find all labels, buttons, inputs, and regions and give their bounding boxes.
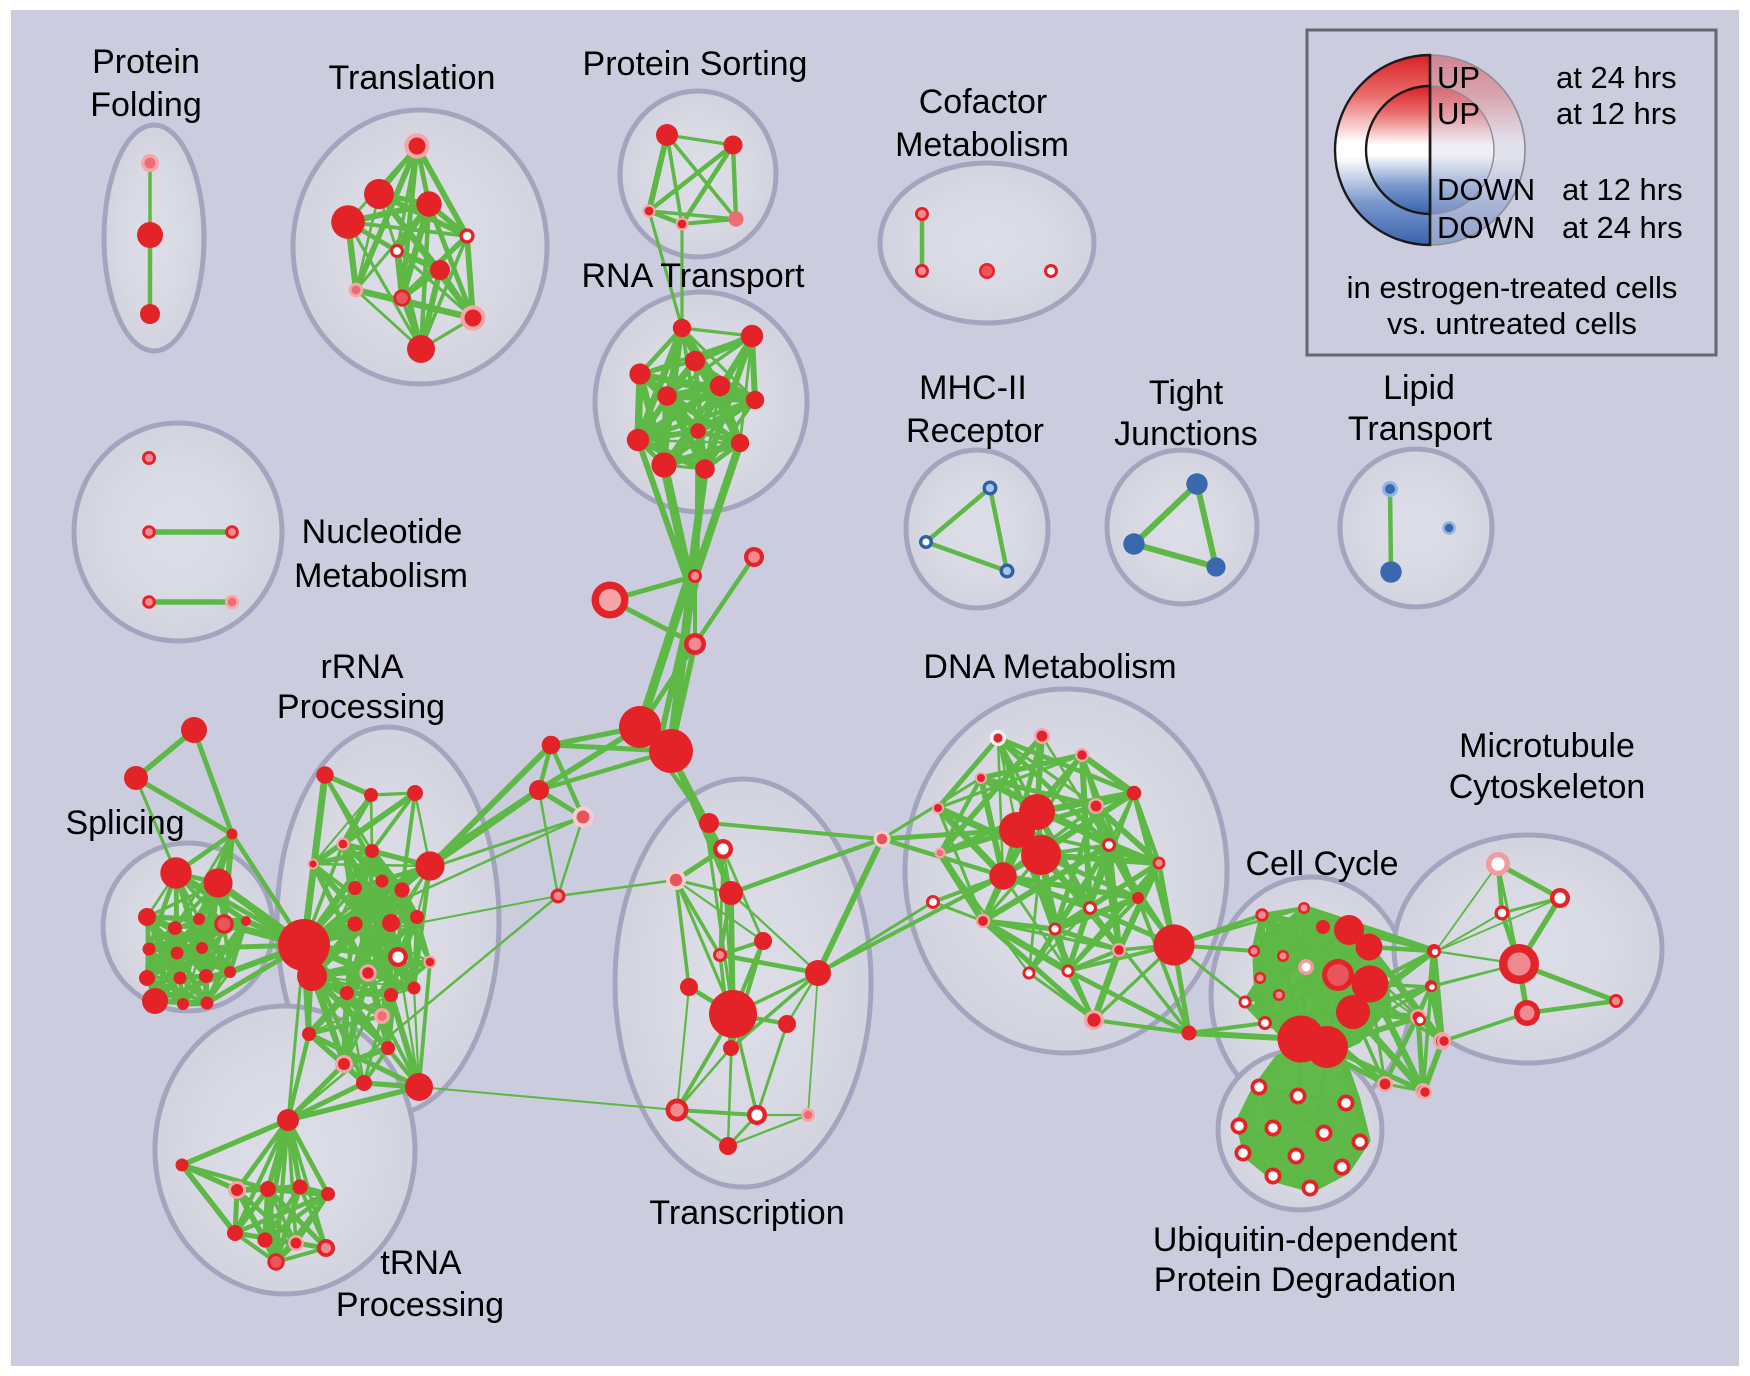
- svg-text:Processing: Processing: [277, 688, 445, 726]
- svg-text:Tight: Tight: [1149, 374, 1224, 412]
- svg-text:UP: UP: [1437, 60, 1480, 95]
- svg-text:vs. untreated cells: vs. untreated cells: [1387, 306, 1637, 341]
- svg-text:at 24 hrs: at 24 hrs: [1556, 60, 1677, 95]
- svg-text:DOWN: DOWN: [1437, 172, 1535, 207]
- svg-text:Metabolism: Metabolism: [895, 126, 1069, 164]
- svg-text:Splicing: Splicing: [65, 804, 184, 842]
- svg-text:Transport: Transport: [1348, 410, 1493, 448]
- svg-text:Cytoskeleton: Cytoskeleton: [1449, 768, 1646, 806]
- svg-text:DOWN: DOWN: [1437, 210, 1535, 245]
- svg-text:Protein Sorting: Protein Sorting: [583, 45, 808, 83]
- svg-text:at 12 hrs: at 12 hrs: [1562, 172, 1683, 207]
- svg-text:Processing: Processing: [336, 1286, 504, 1324]
- svg-text:Microtubule: Microtubule: [1459, 727, 1635, 765]
- svg-text:Cofactor: Cofactor: [919, 83, 1048, 121]
- svg-text:Folding: Folding: [90, 86, 202, 124]
- svg-text:Protein: Protein: [92, 43, 200, 81]
- svg-text:Cell Cycle: Cell Cycle: [1245, 845, 1398, 883]
- svg-text:Transcription: Transcription: [649, 1194, 844, 1232]
- svg-text:RNA Transport: RNA Transport: [582, 257, 806, 295]
- svg-text:UP: UP: [1437, 96, 1480, 131]
- svg-text:MHC-II: MHC-II: [919, 369, 1027, 407]
- svg-text:Protein Degradation: Protein Degradation: [1154, 1261, 1456, 1299]
- svg-text:Receptor: Receptor: [906, 412, 1044, 450]
- svg-text:rRNA: rRNA: [320, 648, 403, 686]
- svg-text:at 12 hrs: at 12 hrs: [1556, 96, 1677, 131]
- svg-text:Nucleotide: Nucleotide: [302, 513, 463, 551]
- svg-text:Metabolism: Metabolism: [294, 557, 468, 595]
- svg-text:Lipid: Lipid: [1383, 369, 1455, 407]
- svg-text:Junctions: Junctions: [1114, 415, 1258, 453]
- svg-text:in estrogen-treated cells: in estrogen-treated cells: [1347, 270, 1678, 305]
- svg-text:Translation: Translation: [329, 59, 496, 97]
- svg-text:at 24 hrs: at 24 hrs: [1562, 210, 1683, 245]
- svg-text:DNA Metabolism: DNA Metabolism: [923, 648, 1176, 686]
- svg-text:Ubiquitin-dependent: Ubiquitin-dependent: [1153, 1221, 1458, 1259]
- svg-text:tRNA: tRNA: [380, 1244, 462, 1282]
